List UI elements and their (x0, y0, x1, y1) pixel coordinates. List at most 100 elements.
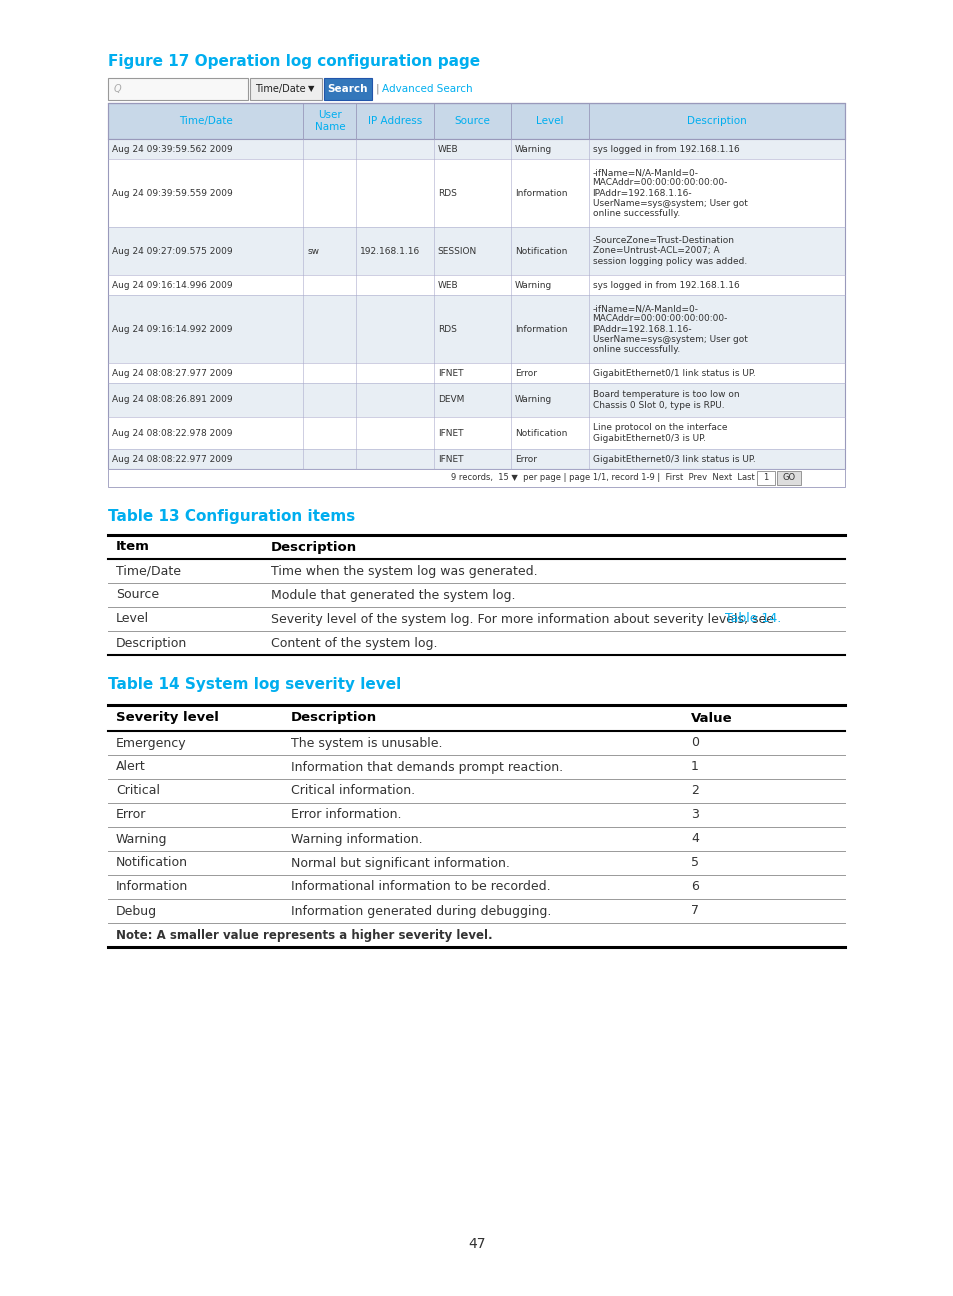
Text: DEVM: DEVM (437, 395, 464, 404)
Text: sw: sw (307, 246, 319, 255)
Bar (108, 448, 844, 469)
Text: Value: Value (690, 712, 732, 724)
Text: Search: Search (328, 84, 368, 95)
Text: Note: A smaller value represents a higher severity level.: Note: A smaller value represents a highe… (116, 928, 492, 941)
Text: Notification: Notification (515, 246, 567, 255)
Text: Aug 24 08:08:22.977 2009: Aug 24 08:08:22.977 2009 (112, 455, 233, 464)
Bar (108, 295, 844, 363)
Text: Aug 24 08:08:22.978 2009: Aug 24 08:08:22.978 2009 (112, 429, 233, 438)
Text: Information generated during debugging.: Information generated during debugging. (291, 905, 551, 918)
Text: Aug 24 09:39:59.559 2009: Aug 24 09:39:59.559 2009 (112, 188, 233, 197)
Text: GigabitEthernet0/1 link status is UP.: GigabitEthernet0/1 link status is UP. (592, 368, 755, 377)
Text: Aug 24 08:08:26.891 2009: Aug 24 08:08:26.891 2009 (112, 395, 233, 404)
Text: 6: 6 (690, 880, 699, 893)
Text: Notification: Notification (116, 857, 188, 870)
Text: Information: Information (116, 880, 188, 893)
Text: Time/Date: Time/Date (116, 565, 181, 578)
Text: Aug 24 09:16:14.996 2009: Aug 24 09:16:14.996 2009 (112, 280, 233, 289)
Text: RDS: RDS (437, 324, 456, 333)
Text: GigabitEthernet0/3 link status is UP.: GigabitEthernet0/3 link status is UP. (592, 455, 755, 464)
Text: Warning: Warning (515, 144, 552, 153)
Text: Informational information to be recorded.: Informational information to be recorded… (291, 880, 550, 893)
Text: Warning: Warning (515, 395, 552, 404)
Text: 47: 47 (468, 1236, 485, 1251)
Bar (108, 159, 844, 227)
Bar (108, 139, 844, 159)
Text: Item: Item (116, 540, 150, 553)
Text: Figure 17 Operation log configuration page: Figure 17 Operation log configuration pa… (108, 54, 479, 69)
Text: Information: Information (515, 188, 567, 197)
Bar (250, 78, 322, 100)
Text: Time/Date: Time/Date (254, 84, 305, 95)
Text: Normal but significant information.: Normal but significant information. (291, 857, 509, 870)
Text: Level: Level (536, 117, 563, 126)
Text: 3: 3 (690, 809, 699, 822)
Text: Description: Description (686, 117, 746, 126)
Text: Information: Information (515, 324, 567, 333)
Bar (108, 227, 844, 275)
Text: 2: 2 (690, 784, 699, 797)
Text: Critical: Critical (116, 784, 160, 797)
Text: Critical information.: Critical information. (291, 784, 415, 797)
Bar (108, 102, 844, 469)
Text: IFNET: IFNET (437, 429, 463, 438)
Text: -SourceZone=Trust-Destination
Zone=Untrust-ACL=2007; A
session logging policy wa: -SourceZone=Trust-Destination Zone=Untru… (592, 236, 746, 266)
Text: Board temperature is too low on
Chassis 0 Slot 0, type is RPU.: Board temperature is too low on Chassis … (592, 390, 739, 410)
Text: IP Address: IP Address (368, 117, 422, 126)
Text: WEB: WEB (437, 144, 457, 153)
Text: Advanced Search: Advanced Search (381, 84, 472, 95)
Text: Error: Error (116, 809, 146, 822)
Text: Time/Date: Time/Date (178, 117, 233, 126)
Bar (776, 470, 801, 485)
Text: sys logged in from 192.168.1.16: sys logged in from 192.168.1.16 (592, 280, 739, 289)
Text: Content of the system log.: Content of the system log. (271, 636, 437, 649)
Text: 192.168.1.16: 192.168.1.16 (360, 246, 420, 255)
Text: Error information.: Error information. (291, 809, 401, 822)
Text: Aug 24 09:16:14.992 2009: Aug 24 09:16:14.992 2009 (112, 324, 233, 333)
Text: Line protocol on the interface
GigabitEthernet0/3 is UP.: Line protocol on the interface GigabitEt… (592, 424, 726, 442)
Text: RDS: RDS (437, 188, 456, 197)
Text: Notification: Notification (515, 429, 567, 438)
Text: Alert: Alert (116, 761, 146, 774)
Text: Time when the system log was generated.: Time when the system log was generated. (271, 565, 537, 578)
Bar (757, 470, 774, 485)
Text: Error: Error (515, 455, 537, 464)
Text: 4: 4 (690, 832, 699, 845)
Text: Aug 24 08:08:27.977 2009: Aug 24 08:08:27.977 2009 (112, 368, 233, 377)
Text: 1: 1 (690, 761, 699, 774)
Text: SESSION: SESSION (437, 246, 476, 255)
Text: IFNET: IFNET (437, 455, 463, 464)
Text: Error: Error (515, 368, 537, 377)
Text: Emergency: Emergency (116, 736, 187, 749)
Text: ▼: ▼ (308, 84, 314, 93)
Bar (108, 78, 248, 100)
Bar (108, 275, 844, 295)
Text: Warning: Warning (116, 832, 168, 845)
Text: GO: GO (781, 473, 795, 482)
Bar (108, 363, 844, 384)
Text: Severity level: Severity level (116, 712, 218, 724)
Text: 7: 7 (690, 905, 699, 918)
Text: Warning information.: Warning information. (291, 832, 422, 845)
Bar (108, 102, 844, 139)
Text: Q: Q (113, 84, 121, 95)
Bar (108, 469, 844, 487)
Text: 5: 5 (690, 857, 699, 870)
Text: |: | (375, 84, 379, 95)
Text: -ifName=N/A-ManId=0-
MACAddr=00:00:00:00:00:00-
IPAddr=192.168.1.16-
UserName=sy: -ifName=N/A-ManId=0- MACAddr=00:00:00:00… (592, 305, 746, 354)
Text: Table 14.: Table 14. (724, 613, 781, 626)
Text: -ifName=N/A-ManId=0-
MACAddr=00:00:00:00:00:00-
IPAddr=192.168.1.16-
UserName=sy: -ifName=N/A-ManId=0- MACAddr=00:00:00:00… (592, 168, 746, 218)
Text: 0: 0 (690, 736, 699, 749)
Text: Description: Description (271, 540, 356, 553)
Text: Severity level of the system log. For more information about severity levels, se: Severity level of the system log. For mo… (271, 613, 778, 626)
Text: Table 14 System log severity level: Table 14 System log severity level (108, 677, 401, 692)
Text: Source: Source (454, 117, 490, 126)
Bar (324, 78, 372, 100)
Text: Level: Level (116, 613, 149, 626)
Text: sys logged in from 192.168.1.16: sys logged in from 192.168.1.16 (592, 144, 739, 153)
Text: IFNET: IFNET (437, 368, 463, 377)
Text: Information that demands prompt reaction.: Information that demands prompt reaction… (291, 761, 562, 774)
Text: Table 13 Configuration items: Table 13 Configuration items (108, 509, 355, 524)
Text: Aug 24 09:39:59.562 2009: Aug 24 09:39:59.562 2009 (112, 144, 233, 153)
Text: Description: Description (291, 712, 376, 724)
